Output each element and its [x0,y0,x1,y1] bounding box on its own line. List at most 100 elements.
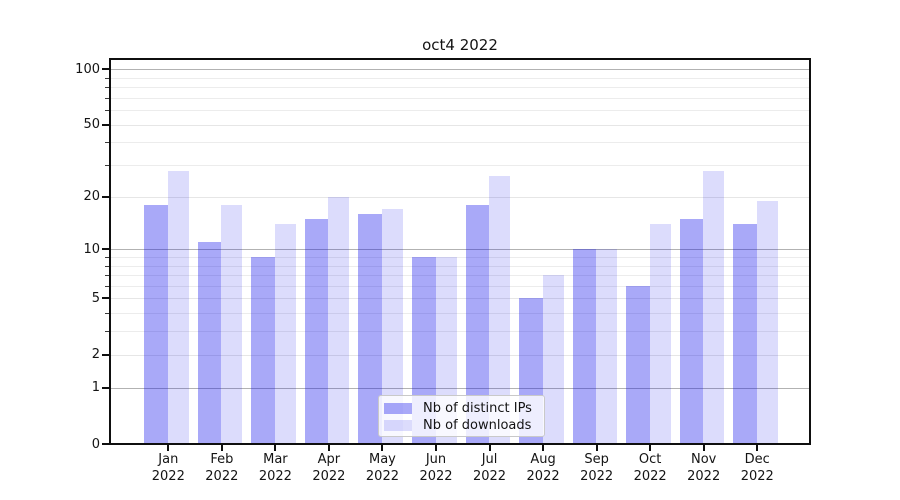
legend-item-downloads: Nb of downloads [384,417,544,434]
x-tick-mark [435,445,437,451]
x-tick-year: 2022 [151,468,185,484]
x-tick-mark [274,445,277,451]
bar-downloads [167,170,189,444]
y-gridline [110,69,810,71]
x-tick-mark [756,445,759,451]
y-gridline [110,124,810,126]
bar-distinct-ips [572,249,597,444]
bar-distinct-ips [626,285,650,444]
x-tick-month: Dec [744,452,770,467]
x-tick-label: Oct 2022 [618,452,682,485]
y-gridline [110,196,810,198]
x-tick-year: 2022 [687,468,721,484]
x-tick-month: Aug [530,452,556,467]
y-tick-label: 20 [83,189,100,205]
bar-downloads [489,176,511,444]
x-tick-year: 2022 [633,468,667,484]
x-tick-label: Sep 2022 [565,452,629,485]
bar-downloads [381,209,403,444]
bar-distinct-ips [144,204,168,444]
y-tick-label: 1 [91,380,100,396]
y-gridline-minor [110,165,810,167]
grid-layer [110,59,810,444]
y-gridline-minor [110,313,810,315]
left-spine [109,58,111,445]
bar-distinct-ips [251,257,275,444]
x-tick-year: 2022 [205,468,239,484]
y-gridline [110,249,810,251]
y-tick-label: 0 [91,436,100,452]
y-gridline-minor [110,110,810,112]
x-tick-mark [542,445,545,451]
legend-item-distinct-ips: Nb of distinct IPs [384,400,544,417]
y-minor-tick-mark [105,331,109,333]
y-gridline [110,354,810,356]
legend-swatch-distinct-ips [384,403,412,414]
x-tick-label: Feb 2022 [190,452,254,485]
y-tick-mark [102,386,109,389]
x-tick-label: Jul 2022 [458,452,522,485]
y-minor-tick-mark [105,257,109,258]
y-tick-label: 100 [75,61,100,77]
x-tick-label: Jan 2022 [136,452,200,485]
y-gridline-minor [110,142,810,144]
x-tick-year: 2022 [580,468,614,484]
x-tick-month: Nov [691,452,717,467]
y-tick-mark [102,353,109,356]
x-tick-mark [649,445,652,451]
top-spine [109,58,811,60]
x-tick-label: Mar 2022 [243,452,307,485]
right-spine [809,58,811,445]
y-tick-mark [102,443,109,445]
x-tick-label: Apr 2022 [297,452,361,485]
bar-downloads [221,204,243,444]
bar-downloads [649,224,671,444]
x-tick-month: Apr [317,452,341,467]
chart-title: oct4 2022 [422,36,498,54]
x-tick-month: Jun [425,452,447,467]
y-gridline-minor [110,265,810,267]
y-minor-tick-mark [105,265,109,267]
y-minor-tick-mark [105,285,109,287]
legend-swatch-downloads [384,420,412,431]
x-tick-mark [220,445,223,451]
y-gridline-minor [110,257,810,258]
x-tick-year: 2022 [365,468,399,484]
x-tick-month: Oct [638,452,662,467]
bar-distinct-ips [304,218,329,444]
y-gridline-minor [110,331,810,333]
bar-downloads [542,275,564,444]
x-tick-year: 2022 [258,468,292,484]
x-tick-mark [381,445,384,451]
y-minor-tick-mark [105,313,109,315]
plot-area [110,59,810,444]
y-gridline-minor [110,77,810,79]
x-tick-month: Mar [263,452,288,467]
y-minor-tick-mark [105,87,109,89]
y-minor-tick-mark [105,97,109,99]
bar-distinct-ips [197,242,222,444]
bar-downloads [328,196,350,444]
x-tick-year: 2022 [312,468,346,484]
y-tick-label: 5 [91,290,100,306]
x-tick-mark [327,445,330,451]
legend-label-distinct-ips: Nb of distinct IPs [423,401,532,416]
bar-distinct-ips [733,224,757,444]
x-tick-month: Sep [584,452,609,467]
bar-downloads [703,170,725,444]
y-gridline-minor [110,87,810,89]
y-tick-label: 2 [91,347,100,363]
bar-downloads [596,249,618,444]
x-tick-label: Dec 2022 [725,452,789,485]
x-tick-month: Jul [481,452,498,467]
bar-distinct-ips [679,218,704,444]
y-tick-mark [102,123,109,126]
x-tick-mark [595,445,598,451]
x-tick-month: Jan [158,452,179,467]
y-gridline-minor [110,285,810,287]
y-minor-tick-mark [105,110,109,112]
y-tick-label: 10 [83,241,100,257]
y-tick-mark [102,195,109,198]
x-tick-year: 2022 [740,468,774,484]
